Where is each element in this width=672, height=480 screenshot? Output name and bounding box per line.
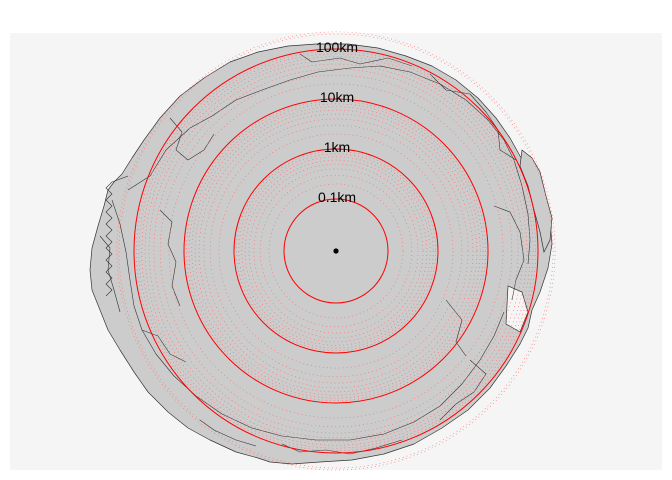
minor-distance-ring bbox=[153, 68, 519, 434]
minor-distance-ring bbox=[209, 124, 463, 378]
minor-distance-ring bbox=[248, 163, 424, 339]
internal-boundary-line bbox=[111, 199, 505, 441]
minor-distance-ring bbox=[168, 83, 504, 419]
internal-boundary-line bbox=[429, 73, 517, 161]
minor-distance-ring bbox=[238, 153, 434, 349]
minor-distance-ring bbox=[135, 50, 537, 452]
center-point-marker bbox=[333, 248, 339, 254]
minor-distance-ring bbox=[159, 74, 513, 428]
minor-distance-ring bbox=[244, 159, 428, 343]
minor-distance-ring bbox=[198, 113, 474, 389]
internal-boundary-line bbox=[141, 329, 187, 363]
minor-distance-ring bbox=[241, 156, 431, 346]
landmass-inlet bbox=[505, 285, 529, 333]
landmass-shape bbox=[89, 43, 553, 465]
distance-ring-label: 10km bbox=[320, 89, 354, 105]
landmass-outline bbox=[89, 43, 553, 465]
coastline-detail-line bbox=[105, 175, 129, 297]
minor-distance-ring bbox=[116, 31, 556, 471]
minor-distance-ring bbox=[144, 59, 528, 443]
internal-boundary-line bbox=[299, 53, 413, 67]
minor-distance-ring bbox=[253, 168, 419, 334]
internal-boundary-line bbox=[199, 419, 257, 447]
internal-boundary-line bbox=[445, 299, 467, 357]
distance-ring-1km bbox=[233, 148, 439, 354]
minor-distance-rings bbox=[116, 31, 556, 471]
minor-distance-ring bbox=[118, 33, 554, 469]
distance-ring-label: 1km bbox=[324, 139, 350, 155]
minor-distance-ring bbox=[203, 118, 469, 384]
distance-ring-label: 0.1km bbox=[318, 189, 356, 205]
internal-boundary-line bbox=[127, 65, 531, 265]
minor-distance-ring bbox=[148, 63, 524, 439]
minor-distance-ring bbox=[191, 106, 481, 396]
minor-distance-ring bbox=[141, 56, 531, 446]
internal-boundary-line bbox=[281, 439, 403, 455]
minor-distance-ring bbox=[185, 100, 487, 402]
minor-distance-ring bbox=[188, 103, 484, 399]
internal-boundary-line bbox=[159, 209, 181, 307]
distance-ring-100km bbox=[133, 48, 539, 454]
major-distance-rings: 0.1km 1km 10km 100km bbox=[133, 39, 539, 454]
minor-distance-ring bbox=[194, 109, 478, 393]
minor-distance-ring bbox=[268, 183, 404, 319]
minor-distance-ring bbox=[235, 150, 437, 352]
minor-distance-ring bbox=[218, 133, 454, 369]
minor-distance-ring bbox=[259, 174, 413, 328]
minor-distance-ring bbox=[138, 53, 534, 449]
landmass-island bbox=[519, 149, 553, 254]
distance-ring-0_1km bbox=[283, 198, 389, 304]
distance-ring-label: 100km bbox=[316, 39, 358, 55]
distance-ring-10km bbox=[183, 98, 489, 404]
internal-boundary-line bbox=[169, 117, 215, 161]
